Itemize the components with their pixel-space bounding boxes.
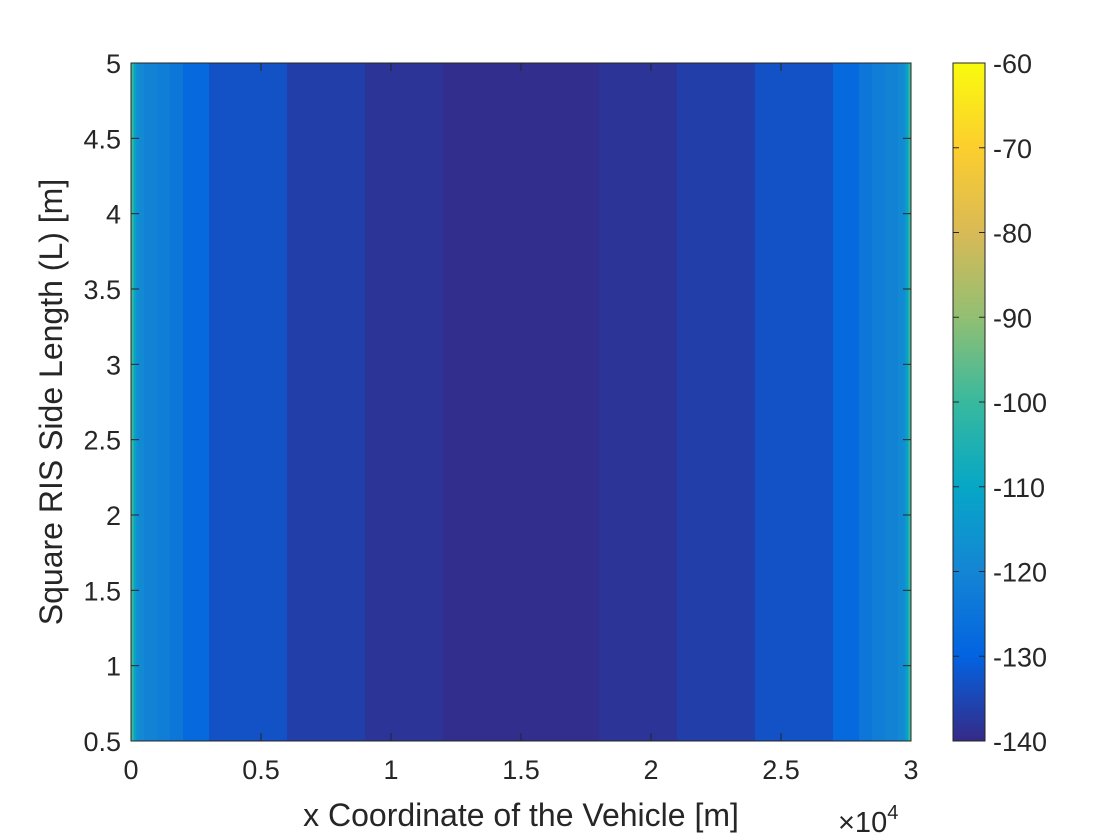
colorbar-tick-label: -110 xyxy=(993,473,1045,503)
heatmap-cell xyxy=(872,63,886,741)
heatmap-cell xyxy=(755,63,834,741)
y-tick-label: 4.5 xyxy=(83,124,121,154)
y-tick-label: 1.5 xyxy=(83,576,121,606)
heatmap-cell xyxy=(443,63,522,741)
heatmap-cell xyxy=(157,63,171,741)
colorbar-tick-label: -70 xyxy=(993,134,1032,164)
heatmap-cell xyxy=(908,63,912,741)
heatmap-bands xyxy=(131,63,912,741)
heatmap-cell xyxy=(885,63,899,741)
y-tick-label: 1 xyxy=(106,652,121,682)
heatmap-cell xyxy=(136,63,140,741)
heatmap-cell xyxy=(521,63,600,741)
x-exponent-power: 4 xyxy=(887,802,898,824)
heatmap-cell xyxy=(131,63,135,741)
colorbar-tick-label: -140 xyxy=(993,727,1047,757)
heatmap-cell xyxy=(170,63,184,741)
y-tick-label: 0.5 xyxy=(83,727,121,757)
colorbar-tick-label: -100 xyxy=(993,388,1047,418)
y-tick-label: 2 xyxy=(106,501,121,531)
x-tick-label: 2.5 xyxy=(762,755,800,785)
heatmap-cell xyxy=(677,63,756,741)
y-tick-label: 3.5 xyxy=(83,275,121,305)
heatmap-cell xyxy=(833,63,860,741)
y-axis-ticks: 0.5 1 1.5 2 2.5 3 3.5 4 4.5 5 xyxy=(83,49,911,757)
heatmap-cell xyxy=(287,63,366,741)
y-tick-label: 5 xyxy=(106,49,121,79)
colorbar-ticks: -60 -70 -80 -90 -100 -110 -120 -130 -140 xyxy=(953,49,1047,757)
colorbar-tick-label: -120 xyxy=(993,558,1047,588)
x-axis-ticks: 0 0.5 1 1.5 2 2.5 3 xyxy=(123,63,919,785)
heatmap-cell xyxy=(144,63,158,741)
x-tick-label: 3 xyxy=(903,755,918,785)
x-exponent-label: ×104 xyxy=(838,802,898,839)
x-tick-label: 0.5 xyxy=(242,755,280,785)
y-tick-label: 2.5 xyxy=(83,426,121,456)
heatmap-cell xyxy=(905,63,909,741)
colorbar-tick-label: -60 xyxy=(993,49,1032,79)
heatmap-cell xyxy=(138,63,145,741)
heatmap-cell xyxy=(209,63,288,741)
heatmap-cell xyxy=(898,63,904,741)
y-tick-label: 4 xyxy=(106,200,121,230)
y-axis-label: Square RIS Side Length (L) [m] xyxy=(33,179,69,625)
y-tick-label: 3 xyxy=(106,350,121,380)
heatmap-cell xyxy=(859,63,873,741)
heatmap-cell xyxy=(599,63,678,741)
heatmap-cell xyxy=(133,63,137,741)
heatmap-cell xyxy=(365,63,444,741)
x-axis-label: x Coordinate of the Vehicle [m] xyxy=(303,797,739,833)
colorbar-tick-label: -130 xyxy=(993,642,1047,672)
x-tick-label: 1 xyxy=(383,755,398,785)
x-tick-label: 2 xyxy=(643,755,658,785)
heatmap-cell xyxy=(903,63,907,741)
x-tick-label: 1.5 xyxy=(502,755,540,785)
colorbar-tick-label: -80 xyxy=(993,219,1032,249)
heatmap-cell xyxy=(183,63,210,741)
x-tick-label: 0 xyxy=(123,755,138,785)
colorbar-tick-label: -90 xyxy=(993,303,1032,333)
